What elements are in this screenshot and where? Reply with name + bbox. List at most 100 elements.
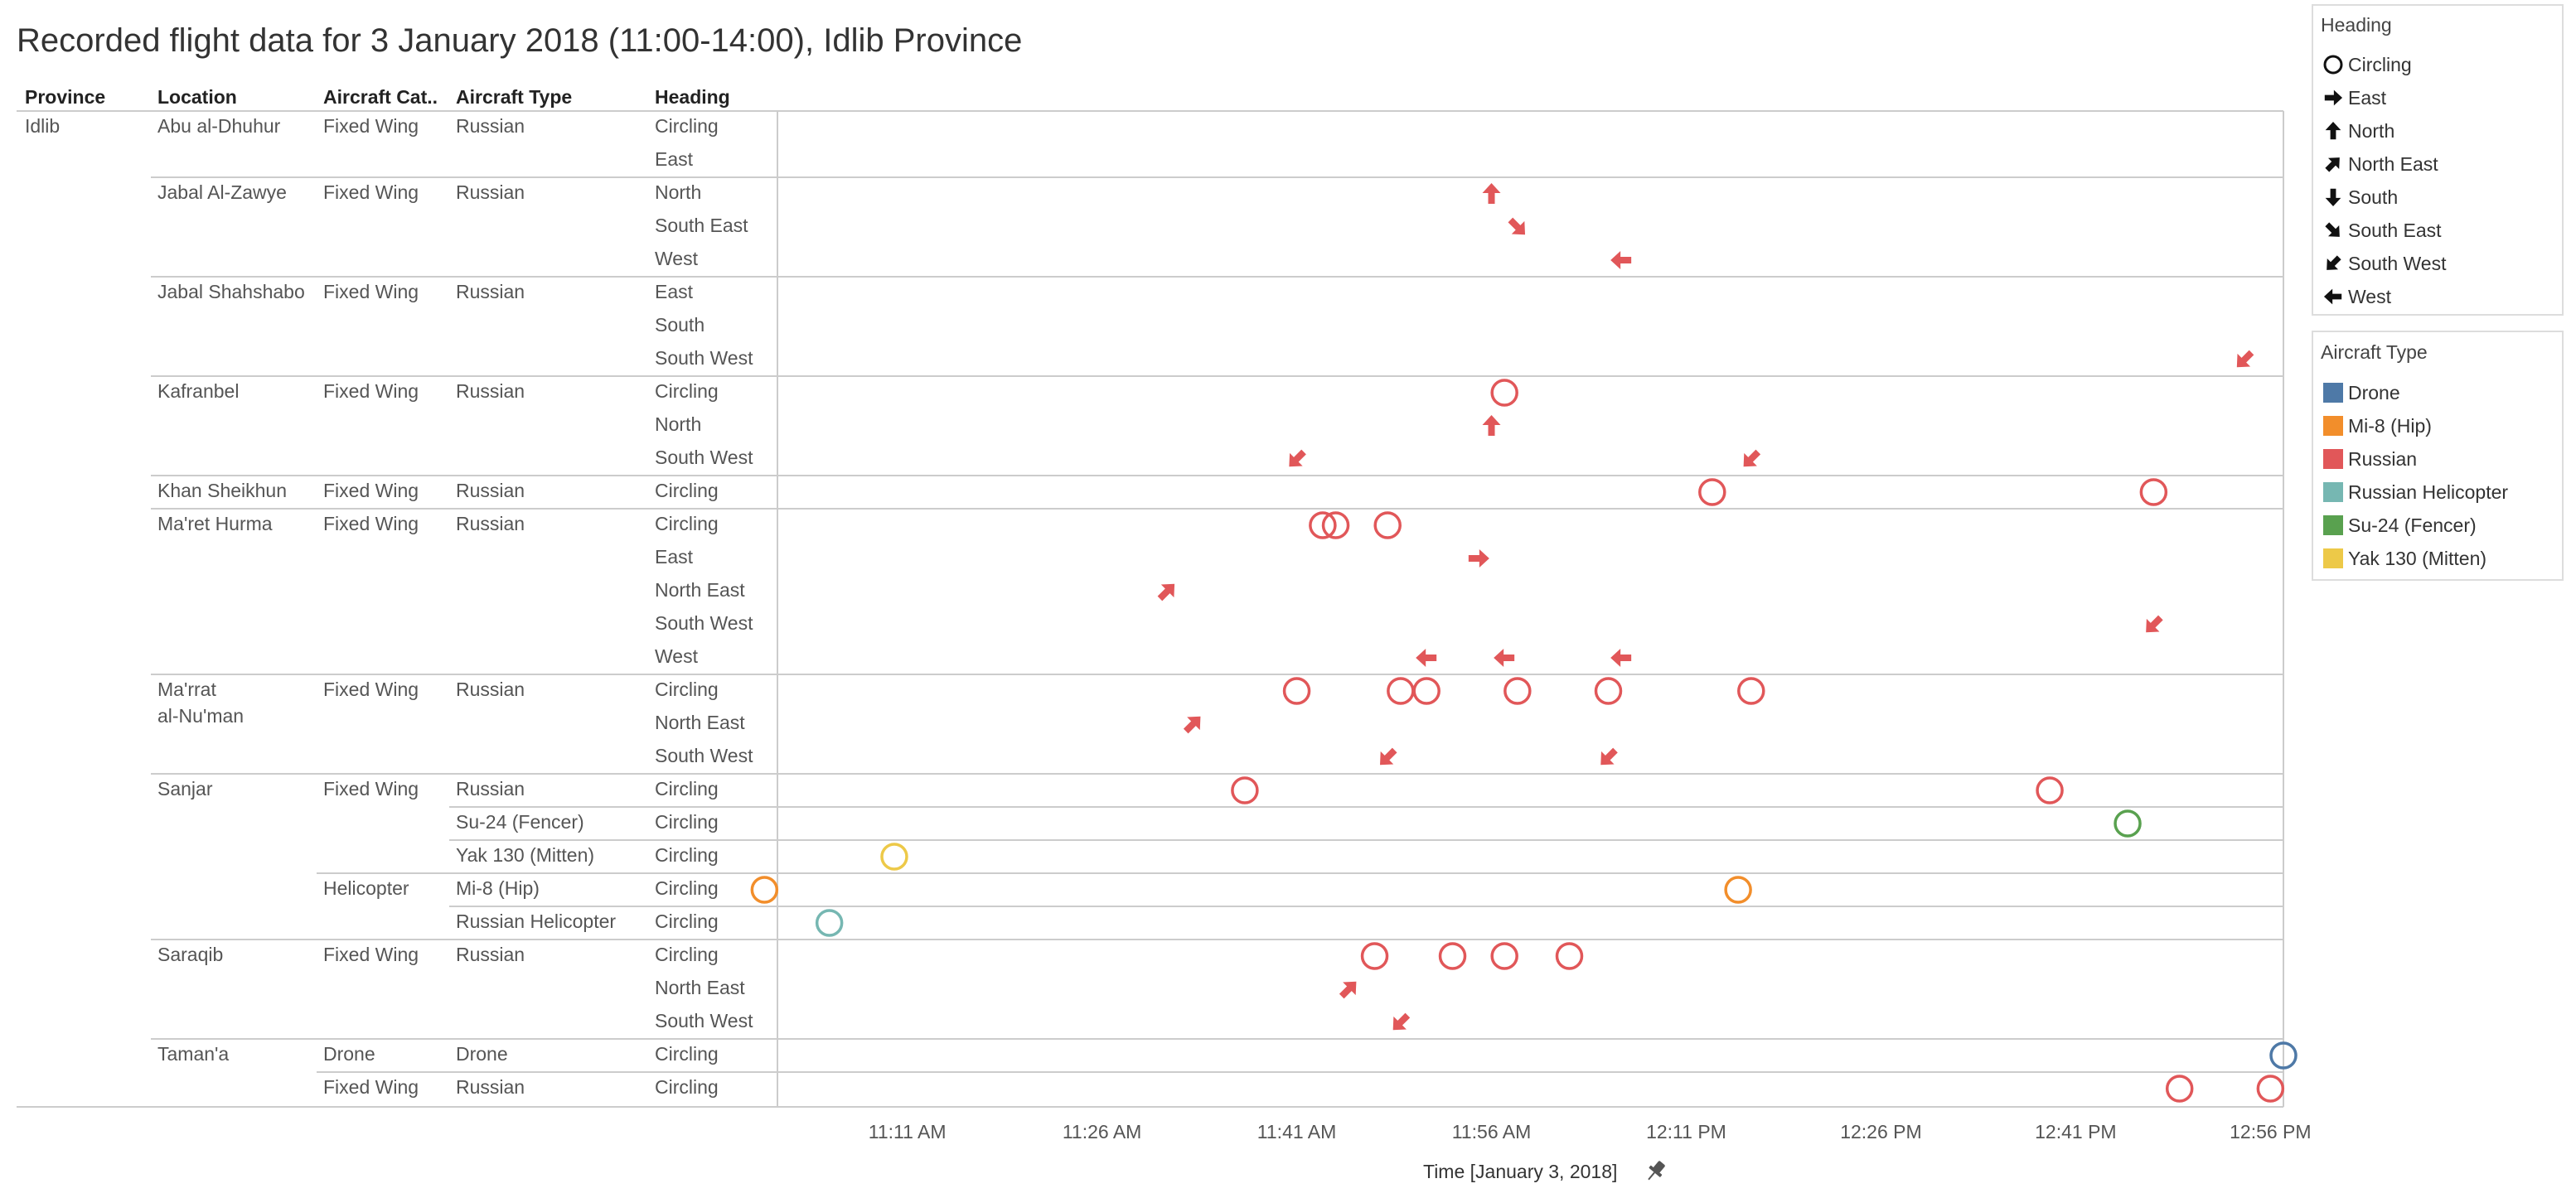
flight-marker-circling	[1231, 776, 1259, 804]
table-row: North East	[655, 712, 745, 733]
legend-heading-item: North East	[2322, 152, 2438, 176]
flight-marker-west	[1494, 649, 1515, 667]
table-row: Saraqib Fixed Wing Russian Circling	[157, 944, 719, 965]
aircraft-type-cell: Russian	[456, 480, 525, 501]
location-cell-taman-a: Taman'a	[157, 1043, 229, 1065]
heading-cell: North East	[655, 579, 745, 601]
flight-marker-west	[1416, 649, 1437, 667]
table-row: Yak 130 (Mitten) Circling	[456, 844, 719, 866]
location-cell-ma-ret-hurma: Ma'ret Hurma	[157, 513, 273, 534]
heading-cell: Circling	[655, 679, 719, 700]
heading-cell: South West	[655, 347, 753, 369]
table-row: Ma'rrat al-Nu'man Fixed Wing Russian Circlin…	[157, 679, 719, 727]
heading-cell: South West	[655, 447, 753, 468]
heading-cell: Circling	[655, 380, 719, 402]
table-row: Abu al-Dhuhur Fixed Wing Russian Circling	[157, 115, 719, 137]
category-cell: Fixed Wing	[323, 513, 419, 534]
legend-heading: Heading Circling East North North East South…	[2312, 4, 2564, 316]
table-row: Ma'ret Hurma Fixed Wing Russian Circling	[157, 513, 719, 534]
category-cell: Fixed Wing	[323, 778, 419, 799]
heading-cell: North East	[655, 712, 745, 733]
flight-marker-south-west	[2139, 611, 2167, 639]
table-row: Fixed Wing Russian Circling	[323, 1076, 719, 1098]
column-headers: Province Location Aircraft Cat.. Aircraft T…	[25, 86, 730, 108]
heading-cell: Circling	[655, 778, 719, 799]
flight-marker-north-east	[1179, 710, 1208, 738]
flight-marker-north-east	[1153, 577, 1181, 606]
location-cell-ma-rrat-al-nu-man: Ma'rrat al-Nu'man	[157, 679, 244, 727]
flight-marker-circling	[1555, 942, 1584, 970]
flight-marker-circling	[1282, 677, 1311, 705]
province-cell: Idlib	[25, 115, 60, 137]
flight-marker-circling	[1360, 942, 1389, 970]
location-cell-abu-al-dhuhur: Abu al-Dhuhur	[157, 115, 281, 137]
flight-marker-circling	[880, 843, 908, 871]
heading-cell: Circling	[655, 877, 719, 899]
heading-cell: South West	[655, 745, 753, 766]
location-cell-jabal-al-zawye: Jabal Al-Zawye	[157, 181, 287, 203]
legend-heading-label: East	[2348, 87, 2387, 109]
x-axis: 11:11 AM 11:26 AM 11:41 AM 11:56 AM 12:11 PM…	[869, 1121, 2312, 1142]
heading-cell: West	[655, 248, 699, 269]
heading-cell: South	[655, 314, 705, 336]
flight-marker-circling	[2036, 776, 2064, 804]
legend-aircraft-item: Russian	[2323, 448, 2417, 470]
aircraft-type-cell: Russian	[456, 181, 525, 203]
heading-cell: South West	[655, 612, 753, 634]
legend-swatch	[2323, 482, 2343, 502]
table-row: South	[655, 314, 705, 336]
heading-cell: East	[655, 148, 694, 170]
flight-marker-circling	[2256, 1075, 2285, 1103]
aircraft-type-cell: Yak 130 (Mitten)	[456, 844, 594, 866]
flight-marker-circling	[1724, 876, 1752, 904]
legend-aircraft-label: Russian	[2348, 448, 2417, 470]
flight-marker-west	[1610, 649, 1632, 667]
table-row: North East	[655, 977, 745, 998]
heading-cell: South West	[655, 1010, 753, 1031]
legend-heading-label: South East	[2348, 220, 2442, 241]
row-separators	[17, 110, 2284, 1108]
category-cell: Fixed Wing	[323, 1076, 419, 1098]
aircraft-type-cell: Russian	[456, 380, 525, 402]
data-marks	[750, 183, 2298, 1103]
heading-cell: East	[655, 546, 694, 568]
table-row: East	[655, 546, 694, 568]
flight-marker-north	[1482, 415, 1501, 436]
category-cell: Fixed Wing	[323, 480, 419, 501]
table-row: Su-24 (Fencer) Circling	[456, 811, 719, 833]
table-row: South West	[655, 745, 753, 766]
flight-marker-south-west	[1282, 445, 1310, 473]
heading-cell: North	[655, 413, 701, 435]
legend-aircraft: Aircraft Type Drone Mi-8 (Hip) Russian Russ…	[2312, 331, 2564, 581]
heading-cell: North East	[655, 977, 745, 998]
category-cell: Helicopter	[323, 877, 409, 899]
legend-heading-item: South East	[2322, 219, 2442, 243]
flight-marker-west	[1610, 251, 1632, 269]
column-header-aircraft-type: Aircraft Type	[456, 86, 572, 108]
table-row: Jabal Al-Zawye Fixed Wing Russian North	[157, 181, 701, 203]
legend-aircraft-item: Yak 130 (Mitten)	[2323, 548, 2486, 569]
x-tick-label: 12:11 PM	[1646, 1121, 1726, 1142]
legend-heading-item: West	[2323, 286, 2392, 307]
aircraft-type-cell: Russian	[456, 1076, 525, 1098]
heading-cell: Circling	[655, 480, 719, 501]
pin-icon[interactable]	[1643, 1158, 1668, 1184]
location-cell-jabal-shahshabo: Jabal Shahshabo	[157, 281, 305, 302]
legend-aircraft-item: Drone	[2323, 382, 2400, 403]
aircraft-type-cell: Mi-8 (Hip)	[456, 877, 540, 899]
column-header-province: Province	[25, 86, 105, 108]
flight-marker-south-west	[1736, 445, 1765, 473]
flight-marker-south-west	[2230, 345, 2259, 374]
flight-marker-circling	[1503, 677, 1532, 705]
legend-heading-item: South West	[2321, 252, 2447, 276]
x-axis-label: Time [January 3, 2018]	[1423, 1161, 1617, 1182]
flight-marker-circling	[1698, 478, 1726, 506]
category-cell: Fixed Wing	[323, 181, 419, 203]
table-row: South East	[655, 215, 748, 236]
legend-heading-label: Circling	[2348, 54, 2412, 75]
legend-heading-label: South	[2348, 186, 2398, 208]
legend-aircraft-items: Drone Mi-8 (Hip) Russian Russian Helicopter…	[2323, 382, 2508, 569]
table-row: Jabal Shahshabo Fixed Wing Russian East	[157, 281, 694, 302]
